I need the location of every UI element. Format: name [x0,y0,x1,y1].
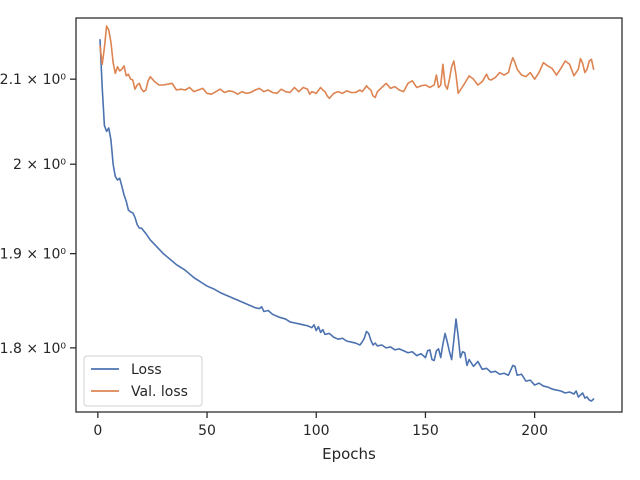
x-tick-label: 200 [521,423,548,439]
legend: Loss Val. loss [83,355,203,407]
x-tick-label: 50 [198,423,216,439]
y-tick-label: 2.1 × 10⁰ [0,72,66,88]
plot-frame [75,17,623,413]
y-tick-label: 2 × 10⁰ [13,157,66,173]
x-tick-label: 100 [303,423,330,439]
x-axis-title: Epochs [322,445,376,463]
x-tick-label: 0 [93,423,102,439]
series-line-loss [99,38,595,402]
series-layer [99,25,595,402]
axes-layer: 0 50 100 150 200 1.8 × 10⁰ 1.9 × 10⁰ 2 × 10⁰ 2.1… [0,17,623,439]
y-tick-label: 1.9 × 10⁰ [0,247,66,263]
x-tick-label: 150 [412,423,439,439]
legend-label-loss: Loss [131,362,162,378]
legend-label-val-loss: Val. loss [131,384,188,400]
series-line-val-loss [99,25,595,100]
y-tick-label: 1.8 × 10⁰ [0,341,66,357]
